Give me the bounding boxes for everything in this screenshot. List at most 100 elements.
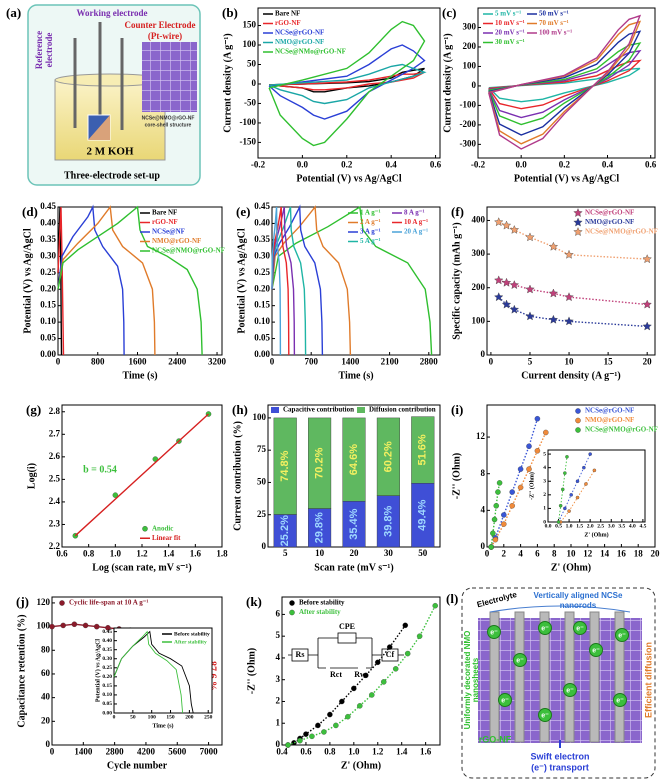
x-tick-label: 0.6 — [430, 159, 442, 169]
x-tick-label: 15 — [604, 356, 614, 366]
panel-label: (k) — [246, 594, 262, 609]
core-shell-structure — [142, 42, 197, 112]
legend-swatch — [271, 407, 279, 413]
x-tick-label: 20 — [350, 548, 360, 558]
y-tick-label: -150 — [240, 136, 257, 146]
x-tick-label: -0.2 — [471, 159, 486, 169]
series-line — [558, 456, 568, 523]
electron — [487, 625, 501, 639]
marker — [303, 731, 309, 737]
y-tick-label: 2.8 — [49, 406, 61, 416]
legend-label: 30 mV s⁻¹ — [495, 38, 525, 46]
series-line — [490, 432, 547, 548]
marker — [588, 452, 592, 456]
marker — [564, 249, 574, 259]
y-tick-label: 50 — [247, 59, 257, 69]
series-line — [488, 14, 642, 150]
marker — [60, 622, 66, 629]
y-tick-label: -300 — [460, 138, 477, 148]
x-axis-label: Cycle number — [107, 760, 168, 771]
y-tick-label: 0 — [46, 739, 51, 749]
y-tick-label: 0 — [276, 739, 281, 749]
y-tick-label: 300 — [472, 248, 486, 258]
y-axis-label: -Z'' (Ohm) — [528, 472, 535, 500]
y-tick-label: 0.10 — [40, 316, 56, 326]
electron-label: e⁻ — [541, 625, 549, 632]
marker — [525, 232, 535, 242]
x-tick-label: 0.8 — [324, 746, 336, 756]
marker — [494, 292, 504, 302]
x-tick-label: 2800 — [106, 746, 125, 756]
y-axis-label: Current contribution (%) — [232, 421, 243, 531]
y-tick-label: 0.05 — [254, 333, 270, 343]
value-label: 29.8% — [314, 512, 326, 543]
marker — [363, 672, 369, 679]
x-tick-label: 1.6 — [190, 548, 202, 558]
x-tick-label: 1.6 — [420, 746, 432, 756]
x-tick-label: 1.4 — [396, 746, 408, 756]
series-line — [488, 67, 641, 103]
y-tick-label: 100 — [37, 621, 51, 631]
x-tick-label: 0.4 — [276, 746, 288, 756]
marker — [575, 479, 580, 483]
marker — [490, 530, 496, 537]
plot-frame — [281, 596, 441, 746]
x-tick-label: 1.8 — [216, 548, 228, 558]
marker — [416, 633, 423, 639]
marker — [561, 487, 565, 492]
bar-segment — [376, 417, 400, 496]
bar-segment — [273, 417, 297, 515]
x-tick-label: 50 — [130, 715, 136, 721]
x-tick-label: 3.5 — [618, 524, 625, 530]
legend-label: 20 mV s⁻¹ — [495, 29, 525, 37]
legend-label: After stability — [174, 639, 207, 645]
y-axis-label: -Z'' (Ohm) — [246, 648, 257, 694]
y-tick-label: 2.2 — [49, 541, 61, 551]
panel-label: (b) — [222, 5, 238, 20]
x-tick-label: 1600 — [129, 356, 148, 366]
x-tick-label: 30 — [384, 548, 394, 558]
marker — [573, 217, 583, 227]
legend-label: NCSe@NMo@rGO-NF — [275, 48, 346, 56]
marker — [548, 314, 559, 324]
marker — [509, 304, 520, 314]
y-tick-label: 0 — [481, 349, 486, 359]
marker — [556, 520, 561, 524]
y-tick-label: 3 — [543, 479, 546, 485]
electron-label: e⁻ — [490, 629, 498, 636]
marker — [509, 489, 515, 495]
legend-label: NCSe@NF — [152, 228, 185, 236]
plot-frame — [547, 449, 646, 523]
y-tick-label: 0.30 — [40, 250, 56, 260]
y-tick-label: 80 — [41, 644, 51, 654]
legend-label: NCSe@NMO@rGO-NF — [585, 228, 658, 236]
marker — [289, 609, 295, 616]
y-axis-label: Capacitance retention (%) — [16, 614, 27, 727]
x-tick-label: 1400 — [74, 746, 93, 756]
electron — [538, 621, 552, 635]
series-line — [287, 624, 406, 746]
marker — [592, 468, 597, 473]
series-line — [271, 206, 290, 356]
circuit-label: Rct — [330, 670, 342, 679]
marker — [525, 284, 535, 294]
x-tick-label: 0.0 — [297, 159, 309, 169]
marker — [501, 277, 512, 287]
structure-label: core-shell structure — [145, 122, 192, 128]
setup-diagram: (a) Working electrode Reference electrod… — [6, 4, 201, 186]
marker — [575, 417, 581, 424]
legend-swatch — [357, 407, 365, 413]
x-tick-label: 1.4 — [163, 548, 175, 558]
y-tick-label: 0.25 — [254, 267, 270, 277]
circuit-label: Cf — [386, 650, 395, 659]
x-axis-label: Z' (Ohm) — [584, 531, 608, 538]
legend-label: NCSe@NMO@rGO-NF — [152, 247, 225, 255]
nanosheet-label: Uniformly decorated NMO — [463, 631, 472, 730]
marker — [517, 466, 524, 472]
panel-label: (e) — [236, 204, 250, 219]
legend-label: 3 A g⁻¹ — [360, 228, 381, 236]
y-tick-label: 120 — [37, 597, 51, 607]
series-line — [488, 59, 642, 110]
series-line — [57, 206, 65, 356]
marker — [327, 711, 333, 718]
